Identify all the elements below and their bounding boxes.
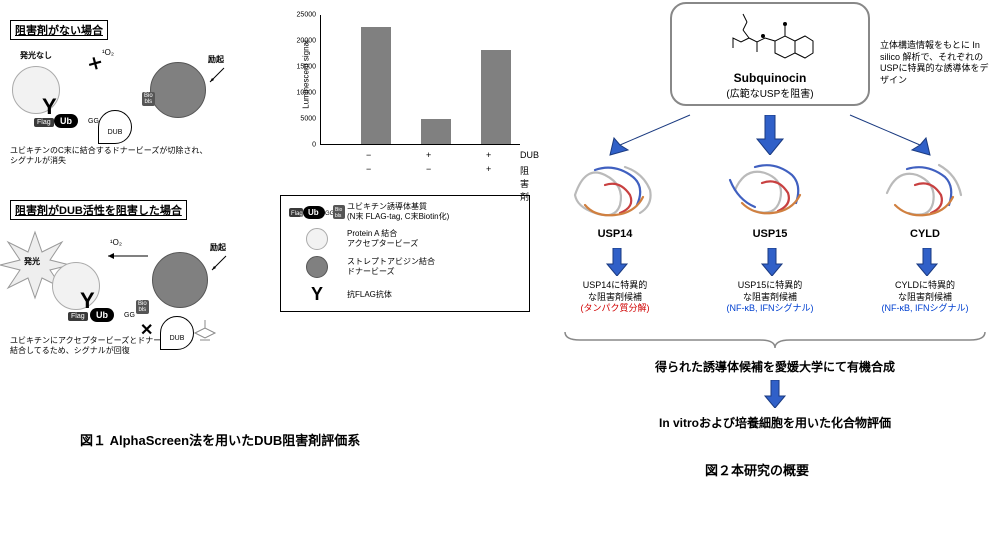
cyld-structure: CYLD — [875, 155, 975, 235]
step-synthesis: 得られた誘導体候補を愛媛大学にて有機合成 — [550, 358, 1000, 375]
ub-tag: Ub — [90, 308, 114, 322]
arrow-to-cyld-icon — [840, 110, 940, 160]
donor-bead-icon — [152, 252, 208, 308]
dub-icon: DUB — [98, 110, 132, 144]
chart-plot-area — [320, 15, 520, 145]
inhibitor-molecule-icon — [190, 318, 220, 348]
step-evaluation: In vitroおよび培養細胞を用いた化合物評価 — [550, 414, 1000, 431]
legend-item-substrate: FlagUbGGBiobls ユビキチン誘導体基質 (N末 FLAG-tag, … — [287, 202, 523, 222]
ytick: 20000 — [297, 38, 316, 45]
svg-text:Flag: Flag — [291, 211, 303, 217]
protein-ribbon-icon — [565, 155, 665, 225]
scheme-with-inhibitor: 阻害剤がDUB活性を阻害した場合 発光 Y Flag Ub GG Biobls … — [10, 200, 240, 357]
figure-2-panel: Subquinocin (広範なUSPを阻害) 立体構造情報をもとに In si… — [550, 0, 1000, 548]
insilico-note: 立体構造情報をもとに In silico 解析で、それぞれのUSPに特異的な誘導… — [880, 40, 995, 87]
cyld-candidate: CYLDに特異的 な阻害剤候補 (NF-κB, IFNシグナル) — [860, 280, 990, 315]
subquinocin-subtitle: (広範なUSPを阻害) — [676, 85, 864, 100]
figure-1-title: 図１ AlphaScreen法を用いたDUB阻害剤評価系 — [80, 430, 360, 449]
chart-bar — [421, 119, 451, 144]
scheme2-heading: 阻害剤がDUB活性を阻害した場合 — [10, 200, 187, 220]
chart-bar — [481, 50, 511, 144]
flag-tag: Flag — [68, 312, 88, 321]
emit-label-1: 発光なし — [20, 50, 52, 61]
ub-tag: Ub — [54, 114, 78, 128]
chart-bar — [361, 27, 391, 144]
legend-item-acceptor: Protein A 結合 アクセプタービーズ — [287, 228, 523, 250]
arrow-down-icon — [763, 380, 787, 408]
usp14-label: USP14 — [565, 228, 665, 240]
cyld-label: CYLD — [875, 228, 975, 240]
ytick: 15000 — [297, 64, 316, 71]
ytick: 0 — [312, 142, 316, 149]
bio-tag: Biobls — [142, 92, 155, 106]
o2-arrow-icon — [102, 248, 152, 264]
bio-tag: Biobls — [136, 300, 149, 314]
arrow-to-usp15-icon — [755, 115, 785, 155]
inhibit-cross-icon: ✕ — [140, 320, 153, 340]
luminescent-chart: Luminescent signal 25000 20000 15000 100… — [280, 10, 530, 180]
acceptor-bead-icon — [287, 228, 347, 250]
usp15-candidate: USP15に特異的 な阻害剤候補 (NF-κB, IFNシグナル) — [705, 280, 835, 315]
excite-label-1: 励起 — [208, 54, 224, 65]
excite-label-2: 励起 — [210, 242, 226, 253]
substrate-icon: FlagUbGGBiobls — [287, 202, 347, 222]
usp15-structure: USP15 — [720, 155, 820, 235]
usp14-structure: USP14 — [565, 155, 665, 235]
usp15-label: USP15 — [720, 228, 820, 240]
figure-1-panel: 阻害剤がない場合 発光なし Y Flag Ub GG DUB ✕ ¹O₂ Bio… — [0, 0, 550, 548]
bracket-icon — [560, 330, 990, 350]
excite-arrow-icon — [206, 66, 226, 86]
svg-text:Ub: Ub — [308, 208, 319, 217]
arrow-down-icon — [915, 248, 939, 276]
scheme1-heading: 阻害剤がない場合 — [10, 20, 108, 40]
ytick: 25000 — [297, 12, 316, 19]
legend-box: FlagUbGGBiobls ユビキチン誘導体基質 (N末 FLAG-tag, … — [280, 195, 530, 312]
excite-arrow-icon — [208, 254, 228, 274]
usp14-candidate: USP14に特異的 な阻害剤候補 (タンパク質分解) — [550, 280, 680, 315]
legend-item-antibody: Y 抗FLAG抗体 — [287, 284, 523, 305]
flag-tag: Flag — [34, 118, 54, 127]
subquinocin-box: Subquinocin (広範なUSPを阻害) — [670, 2, 870, 106]
dub-icon: DUB — [160, 316, 194, 350]
antibody-icon: Y — [287, 284, 347, 305]
protein-ribbon-icon — [720, 155, 820, 225]
protein-ribbon-icon — [875, 155, 975, 225]
scheme-no-inhibitor: 阻害剤がない場合 発光なし Y Flag Ub GG DUB ✕ ¹O₂ Bio… — [10, 20, 240, 167]
o2-label-2: ¹O₂ — [110, 238, 122, 247]
subquinocin-title: Subquinocin — [676, 71, 864, 85]
ytick: 10000 — [297, 90, 316, 97]
figure-2-title: 図２本研究の概要 — [705, 460, 809, 479]
ytick: 5000 — [300, 116, 316, 123]
svg-text:bls: bls — [335, 213, 342, 219]
donor-bead-icon — [150, 62, 206, 118]
legend-item-donor: ストレプトアビジン結合 ドナービーズ — [287, 256, 523, 278]
donor-bead-icon — [287, 256, 347, 278]
arrow-to-usp14-icon — [600, 110, 700, 160]
o2-label-1: ¹O₂ — [102, 48, 114, 57]
emit-label-2: 発光 — [24, 256, 40, 267]
subquinocin-structure-icon — [725, 8, 815, 68]
scheme1-caption: ユビキチンのC末に結合するドナービーズが切除され、 シグナルが消失 — [10, 146, 240, 167]
arrow-down-icon — [605, 248, 629, 276]
arrow-down-icon — [760, 248, 784, 276]
gg-label: GG — [124, 312, 135, 319]
